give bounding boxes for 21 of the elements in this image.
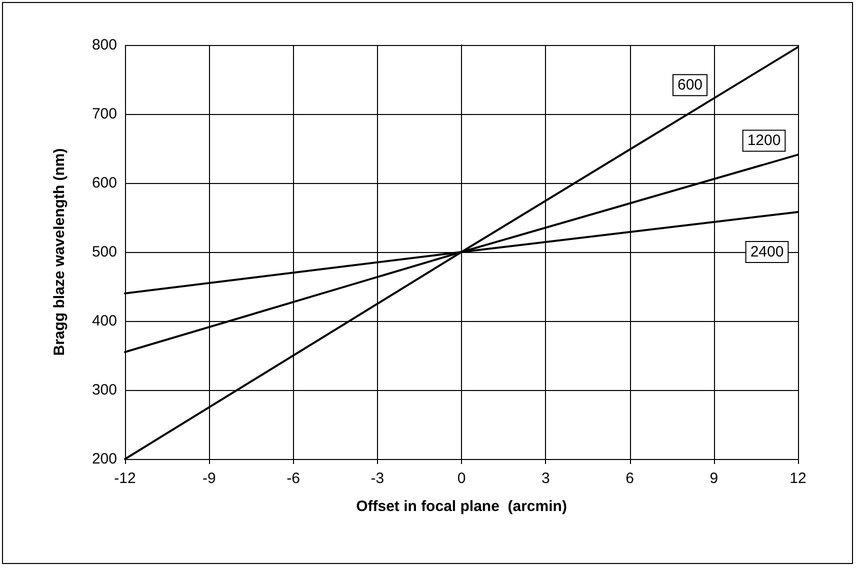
y-tick-label: 600 [92, 174, 117, 192]
x-tick-label: -9 [202, 470, 216, 487]
y-tick-label: 700 [92, 106, 117, 122]
x-tick-label: 12 [790, 470, 806, 487]
y-tick-label: 300 [92, 382, 117, 398]
y-tick-label: 500 [92, 244, 117, 260]
y-tick-label: 800 [92, 36, 117, 54]
x-tick-label: 6 [626, 470, 634, 487]
x-tick-label: 0 [457, 470, 466, 487]
x-tick-label: -12 [114, 470, 136, 487]
x-axis-title: Offset in focal plane (arcmin) [356, 498, 567, 515]
y-axis-title: Bragg blaze wavelength (nm) [51, 148, 68, 356]
x-tick-label: 9 [710, 470, 718, 487]
series-label: 2400 [750, 243, 784, 260]
y-tick-label: 400 [92, 312, 117, 330]
x-tick-label: -3 [370, 470, 384, 487]
x-tick-label: 3 [541, 470, 550, 487]
series-label: 1200 [747, 132, 781, 150]
series-label: 600 [677, 76, 703, 94]
x-tick-label: -6 [286, 470, 300, 487]
y-tick-label: 200 [92, 450, 117, 468]
